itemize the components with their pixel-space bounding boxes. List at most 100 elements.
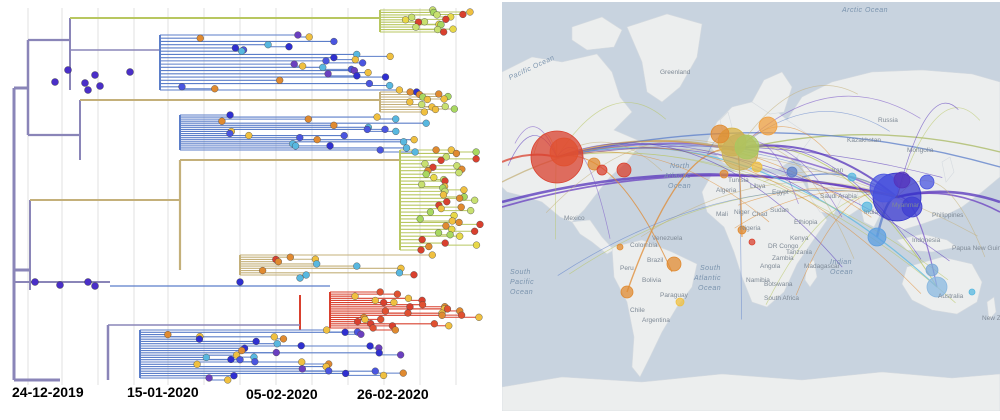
world-map: Arctic Ocean Pacific Ocean North Atlanti…: [502, 2, 1000, 411]
location-bubble: [893, 171, 911, 189]
tree-tip: [401, 16, 410, 24]
tree-tip: [366, 342, 374, 350]
tree-tip: [91, 282, 99, 290]
tree-branches: [12, 9, 480, 382]
tree-tip: [446, 231, 454, 239]
ocean-label-indian-1: Indian: [830, 259, 852, 266]
ocean-label-south-pac-3: Ocean: [510, 289, 533, 296]
antarctica: [502, 371, 1000, 411]
tree-tip: [285, 43, 293, 51]
location-bubble: [786, 166, 798, 178]
tree-tip: [270, 333, 278, 341]
tree-tip: [430, 173, 438, 182]
tree-tip: [418, 100, 426, 109]
transmission-route: [736, 146, 938, 288]
transmission-route: [640, 181, 898, 238]
country-label: Tunisia: [728, 177, 749, 184]
tree-tip: [452, 149, 461, 158]
tree-tip: [447, 146, 455, 154]
tree-tip: [299, 62, 307, 70]
country-label: Chad: [752, 211, 768, 218]
tree-tip: [404, 309, 412, 317]
tree-tip: [319, 63, 327, 71]
ocean-label-north-3: Ocean: [668, 183, 691, 190]
tree-tip: [455, 169, 463, 177]
tree-tip: [31, 278, 39, 286]
tree-tip: [472, 148, 480, 156]
tree-tip: [51, 78, 59, 86]
tree-tip: [381, 125, 389, 133]
country-label: Sudan: [770, 207, 789, 214]
transmission-route: [556, 132, 1000, 168]
country-label: Australia: [938, 293, 964, 300]
tree-tip: [377, 315, 385, 324]
tree-tip: [324, 70, 332, 78]
location-bubble: [847, 172, 857, 182]
tree-tip: [430, 320, 438, 328]
tree-tip: [291, 142, 300, 150]
country-label: Colombia: [630, 242, 658, 249]
country-label: Tanzania: [786, 249, 812, 256]
tree-tip: [363, 125, 371, 134]
country-label: DR Congo: [768, 243, 799, 250]
transmission-route: [556, 152, 956, 304]
country-label: Argentina: [642, 317, 670, 324]
country-label: Nigeria: [740, 225, 761, 232]
transmission-route: [556, 151, 770, 223]
tree-tip: [196, 34, 204, 42]
tree-tip: [445, 322, 453, 330]
tree-tip: [193, 360, 201, 368]
tree-tip: [273, 340, 281, 348]
tree-tip: [298, 358, 306, 366]
tree-tip: [304, 115, 312, 123]
country-label: Botswana: [764, 281, 793, 288]
tree-tip: [371, 367, 379, 375]
madagascar: [804, 259, 818, 288]
tree-tip: [376, 288, 384, 296]
tree-tip: [448, 217, 456, 225]
tree-tip: [236, 278, 244, 286]
tree-tip: [330, 54, 338, 62]
location-bubble: [737, 225, 747, 235]
country-label: Saudi Arabia: [820, 193, 857, 200]
country-label: Peru: [620, 265, 634, 272]
country-label: Libya: [750, 183, 766, 190]
tree-tip: [330, 121, 338, 129]
tree-tip: [286, 253, 294, 261]
tree-tip: [417, 246, 425, 254]
tree-tip: [399, 369, 407, 377]
ocean-label-indian-2: Ocean: [830, 269, 853, 276]
tree-tip: [351, 292, 359, 300]
arctic-islands: [571, 16, 623, 51]
tree-tip: [443, 198, 451, 206]
country-label: Madagascar: [804, 263, 841, 270]
tree-tip: [302, 271, 310, 279]
tree-tip: [298, 365, 306, 373]
central-america: [571, 219, 615, 255]
tree-tip: [440, 95, 448, 103]
tree-tip: [442, 153, 450, 161]
tree-tip: [126, 68, 134, 76]
tree-tip: [410, 136, 418, 144]
tree-tip: [325, 367, 333, 375]
transmission-route: [556, 142, 843, 268]
transmission-route: [556, 152, 949, 281]
tree-tip: [313, 136, 321, 144]
tree-tip: [460, 186, 468, 194]
tree-tip: [351, 56, 359, 64]
transmission-route: [736, 95, 921, 151]
japan: [941, 156, 955, 183]
tree-tip: [342, 369, 350, 378]
tree-tip: [276, 76, 284, 84]
tree-tip: [354, 318, 362, 326]
tree-tip: [81, 79, 89, 87]
location-bubble: [748, 238, 756, 246]
country-label: Niger: [734, 209, 750, 216]
tree-tip: [205, 374, 213, 382]
tree-tip: [455, 218, 463, 227]
tree-tip: [453, 162, 461, 170]
tree-tip: [259, 266, 267, 275]
country-label: Bolivia: [642, 277, 662, 284]
country-label: Mexico: [564, 215, 585, 222]
tree-tip: [395, 86, 404, 94]
